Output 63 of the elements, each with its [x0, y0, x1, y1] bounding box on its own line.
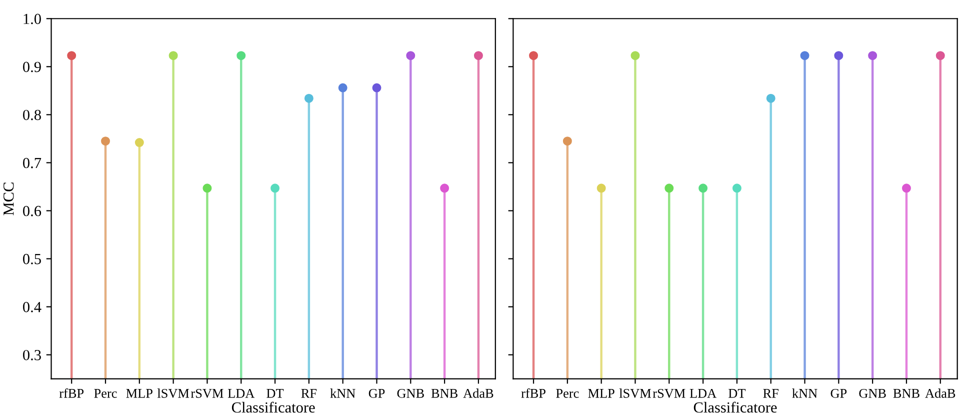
point: [270, 184, 280, 193]
x-tick-label: LDA: [228, 388, 255, 398]
x-tick-label: GP: [368, 388, 385, 398]
x-tick-label: lSVM: [157, 388, 190, 398]
point: [562, 136, 572, 146]
point: [936, 51, 945, 60]
y-tick-label: 1.0: [24, 14, 41, 24]
x-tick-label: GNB: [859, 388, 886, 398]
x-tick-label: rSVM: [190, 388, 224, 398]
x-tick-label: BNB: [893, 389, 920, 398]
point: [440, 184, 450, 193]
point: [474, 51, 483, 60]
x-axis-title: Classificatore: [232, 402, 315, 413]
x-tick-label: AdaB: [463, 388, 494, 398]
point: [529, 51, 538, 60]
x-tick-label: rfBP: [59, 388, 84, 398]
y-tick-label: 0.3: [23, 350, 41, 360]
point: [202, 184, 212, 193]
point: [134, 138, 144, 148]
x-axis-title: Classificatore: [694, 402, 777, 413]
x-tick-label: rfBP: [521, 388, 546, 398]
x-tick-label: GNB: [397, 388, 424, 398]
x-tick-label: GP: [830, 388, 847, 398]
point: [664, 184, 674, 193]
x-tick-label: RF: [301, 389, 317, 398]
y-tick-label: 0.9: [23, 62, 41, 72]
x-tick-label: kNN: [792, 388, 818, 398]
point: [698, 184, 708, 193]
point: [101, 136, 110, 146]
point: [304, 94, 314, 103]
x-tick-label: Perc: [94, 389, 117, 398]
y-tick-label: 0.7: [23, 158, 42, 168]
y-axis-title: MCC: [4, 182, 14, 216]
x-tick-label: DT: [728, 389, 746, 398]
point: [630, 51, 640, 60]
x-tick-label: MLP: [588, 389, 614, 398]
y-tick-label: 0.6: [23, 206, 42, 216]
point: [902, 184, 911, 193]
x-tick-label: MLP: [126, 389, 152, 398]
point: [406, 51, 416, 60]
x-tick-label: Perc: [556, 389, 579, 398]
point: [766, 94, 776, 103]
x-tick-label: AdaB: [925, 388, 956, 398]
x-tick-label: rSVM: [652, 388, 686, 398]
point: [596, 184, 606, 193]
x-tick-label: DT: [266, 389, 284, 398]
point: [834, 51, 844, 60]
point: [338, 83, 348, 92]
x-tick-label: kNN: [330, 388, 356, 398]
x-tick-label: LDA: [690, 388, 717, 398]
y-tick-label: 0.8: [23, 110, 41, 120]
x-tick-label: RF: [763, 389, 778, 398]
point: [236, 51, 246, 60]
x-tick-label: BNB: [431, 389, 458, 398]
point: [868, 51, 878, 60]
point: [800, 51, 810, 60]
y-tick-label: 0.4: [23, 302, 42, 312]
y-tick-label: 0.5: [23, 254, 41, 264]
x-tick-label: lSVM: [619, 388, 651, 398]
point: [168, 51, 178, 60]
point: [372, 83, 382, 92]
point: [732, 184, 742, 193]
point: [67, 51, 76, 60]
